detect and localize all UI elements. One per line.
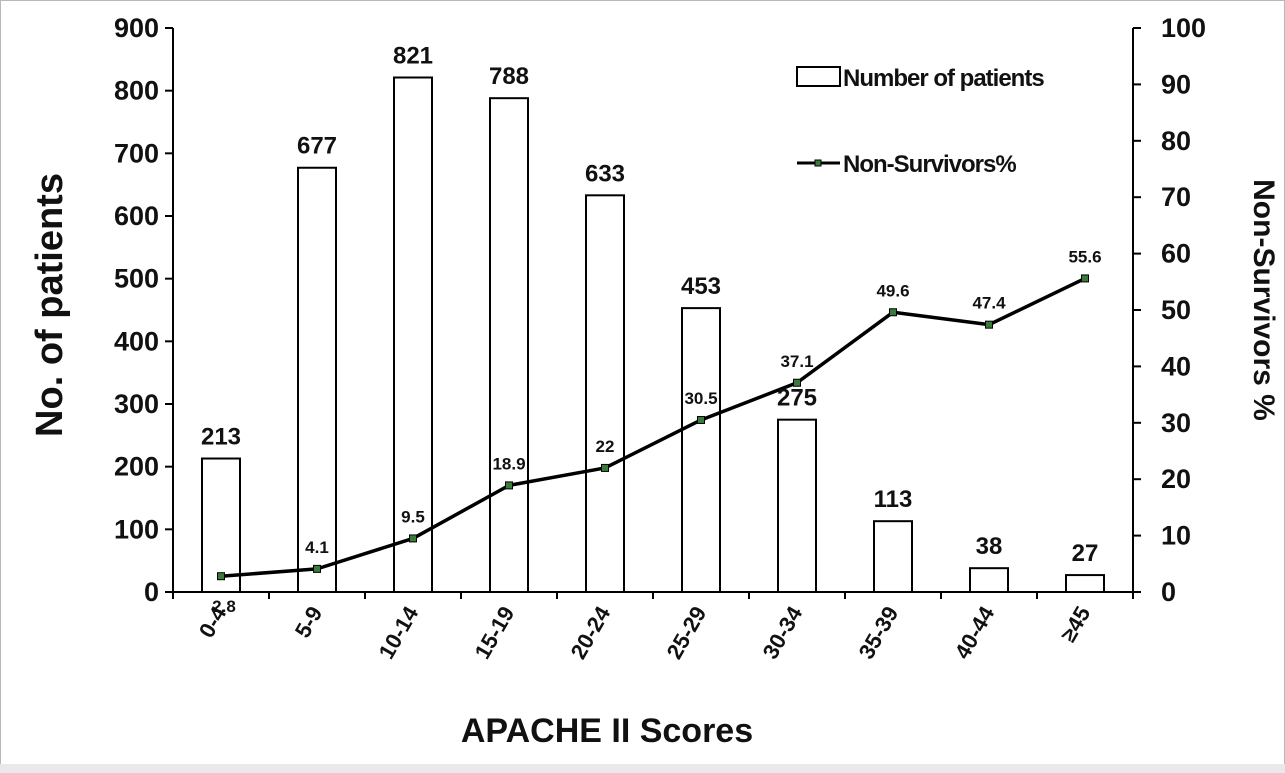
y-tick-label: 400 xyxy=(114,326,159,356)
y-tick-label: 700 xyxy=(114,138,159,168)
bar-data-label: 38 xyxy=(976,533,1003,560)
x-tick-label: 10-14 xyxy=(374,601,424,663)
line-layer xyxy=(217,274,1089,581)
y2-tick-label: 100 xyxy=(1161,13,1206,43)
axes-layer: 0 100 200 300 400 500 600 700 800 900 0 10 20 30 40 50 6… xyxy=(114,13,1206,663)
bar-data-label: 27 xyxy=(1072,540,1099,567)
bottom-strip xyxy=(0,764,1285,773)
x-tick-label: 25-29 xyxy=(662,602,712,663)
bar xyxy=(777,418,817,593)
y-tick-label: 900 xyxy=(114,13,159,43)
line-point xyxy=(1081,274,1089,283)
line-data-label: 30.5 xyxy=(684,389,717,408)
legend-bar-label: Number of patients xyxy=(843,65,1044,92)
bar xyxy=(297,166,337,593)
y-tick-label: 800 xyxy=(114,76,159,106)
line-data-label: 22 xyxy=(596,437,615,456)
bar-data-label: 275 xyxy=(777,385,817,412)
bar-data-label: 821 xyxy=(393,43,433,70)
bar xyxy=(201,457,241,593)
x-tick-label: 15-19 xyxy=(470,602,520,663)
y-tick-label: 100 xyxy=(114,514,159,544)
y2-tick-label: 60 xyxy=(1161,239,1191,269)
line-series xyxy=(220,276,1086,578)
bar-data-label: 213 xyxy=(201,424,241,451)
labels-layer: 213 677 821 788 633 453 275 113 38 27 2.8 4.1 9.5 18.… xyxy=(201,43,1102,617)
line-data-label: 4.1 xyxy=(305,538,329,557)
bar xyxy=(681,307,721,593)
line-data-label: 2.8 xyxy=(212,597,236,616)
y2-tick-label: 80 xyxy=(1161,126,1191,156)
legend-bar-swatch xyxy=(796,66,841,87)
bar xyxy=(489,97,529,593)
legend-line-label: Non-Survivors% xyxy=(843,151,1016,178)
bar xyxy=(585,194,625,593)
y-axis-title: No. of patients xyxy=(29,173,71,437)
y-tick-label: 200 xyxy=(114,452,159,482)
line-point xyxy=(217,572,225,581)
line-point xyxy=(889,308,897,317)
bar-data-label: 453 xyxy=(681,273,721,300)
y2-tick-label: 30 xyxy=(1161,408,1191,438)
line-data-label: 9.5 xyxy=(401,507,425,526)
y2-tick-label: 70 xyxy=(1161,182,1191,212)
y-tick-label: 300 xyxy=(114,389,159,419)
y-tick-label: 500 xyxy=(114,264,159,294)
line-data-label: 47.4 xyxy=(972,294,1006,313)
line-point xyxy=(697,415,705,424)
y2-tick-label: 50 xyxy=(1161,295,1191,325)
y2-axis-title: Non-Survivors % xyxy=(1247,179,1280,421)
y-tick-label: 0 xyxy=(144,577,159,607)
line-data-label: 55.6 xyxy=(1068,247,1101,266)
legend-line-marker xyxy=(814,159,822,167)
legend: Number of patients Non-Survivors% xyxy=(796,65,1045,178)
line-point xyxy=(793,378,801,387)
line-point xyxy=(601,463,609,472)
bar-data-label: 633 xyxy=(585,160,625,187)
bar-data-label: 788 xyxy=(489,63,529,90)
bar xyxy=(873,520,913,593)
bar-data-label: 113 xyxy=(874,486,913,513)
line-data-label: 18.9 xyxy=(492,454,525,473)
line-data-label: 49.6 xyxy=(876,281,909,300)
line-point xyxy=(505,481,513,490)
x-axis-title: APACHE II Scores xyxy=(461,712,753,750)
bar-data-label: 677 xyxy=(297,133,337,160)
y2-tick-label: 20 xyxy=(1161,464,1191,494)
x-tick-label: 40-44 xyxy=(950,601,1000,663)
y2-tick-label: 40 xyxy=(1161,351,1191,381)
y2-tick-label: 0 xyxy=(1161,577,1176,607)
line-data-label: 37.1 xyxy=(780,352,813,371)
y2-tick-label: 10 xyxy=(1161,521,1191,551)
y-tick-label: 600 xyxy=(114,201,159,231)
x-tick-label: 35-39 xyxy=(854,602,904,663)
line-point xyxy=(409,534,417,543)
bar xyxy=(969,567,1009,593)
y2-tick-label: 90 xyxy=(1161,69,1191,99)
x-tick-label: 30-34 xyxy=(758,601,808,663)
x-tick-label: 5-9 xyxy=(290,602,328,642)
x-tick-label: 20-24 xyxy=(566,601,616,663)
line-point xyxy=(985,320,993,329)
bars-layer xyxy=(201,76,1105,594)
x-tick-label: ≥45 xyxy=(1055,602,1095,646)
bar xyxy=(393,76,433,594)
bar xyxy=(1065,574,1105,594)
line-point xyxy=(313,564,321,573)
